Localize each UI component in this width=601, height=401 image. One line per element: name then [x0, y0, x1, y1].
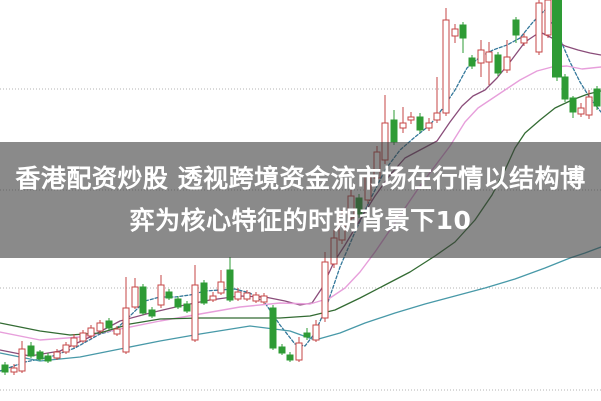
headline-line-1: 香港配资炒股 透视跨境资金流市场在行情以结构博 — [15, 164, 586, 193]
candle-up — [407, 112, 415, 124]
candle-up — [520, 33, 528, 46]
candle-up — [87, 325, 95, 339]
candle-down — [390, 110, 398, 145]
candle-up — [451, 24, 459, 43]
candle-up — [321, 252, 329, 322]
candle-up — [433, 77, 441, 123]
candle-down — [561, 74, 569, 102]
candle-down — [183, 301, 191, 313]
candle-down — [165, 289, 173, 300]
candle-up — [295, 337, 303, 362]
candle-up — [535, 0, 543, 55]
candle-up — [544, 0, 552, 38]
candle-down — [416, 113, 424, 133]
ma-slow-darkgreen — [0, 90, 601, 336]
candle-up — [243, 290, 251, 301]
candle-up — [18, 341, 26, 373]
candle-down — [569, 96, 577, 118]
candle-down — [459, 22, 467, 53]
candle-up — [234, 288, 242, 301]
candle-up — [113, 326, 121, 336]
candle-down — [468, 55, 476, 69]
candle-up — [157, 275, 165, 308]
candle-up — [260, 293, 268, 304]
candle-down — [36, 350, 44, 361]
candle-up — [477, 40, 485, 77]
candle-down — [44, 353, 52, 363]
candle-up — [503, 40, 511, 73]
candle-up — [62, 342, 70, 354]
candle-down — [593, 86, 601, 110]
headline-line-2: 弈为核心特征的时期背景下10 — [129, 206, 472, 235]
candle-up — [209, 292, 217, 302]
candle-up — [122, 277, 130, 354]
candle-down — [552, 0, 562, 81]
candle-up — [79, 330, 87, 343]
candle-down — [139, 284, 147, 315]
candle-down — [494, 52, 502, 76]
candle-up — [217, 270, 225, 295]
candle-up — [312, 320, 320, 342]
candle-up — [442, 8, 450, 116]
candle-up — [131, 278, 139, 309]
candle-down — [1, 362, 9, 375]
candle-up — [399, 107, 407, 133]
candle-down — [174, 296, 182, 309]
candle-up — [577, 103, 585, 117]
candle-down — [148, 307, 156, 318]
candle-down — [303, 328, 311, 340]
candle-up — [96, 320, 104, 334]
candle-down — [269, 305, 277, 350]
candle-down — [286, 352, 294, 362]
candle-down — [226, 257, 234, 302]
candle-down — [200, 280, 208, 305]
candle-up — [585, 90, 593, 119]
candle-down — [278, 344, 286, 355]
candle-down — [105, 318, 113, 330]
candle-up — [53, 349, 61, 360]
candle-down — [27, 342, 35, 358]
headline-banner: 香港配资炒股 透视跨境资金流市场在行情以结构博 弈为核心特征的时期背景下10 — [0, 142, 601, 258]
candle-up — [70, 334, 78, 348]
candle-up — [485, 42, 493, 85]
candle-up — [425, 118, 433, 131]
candle-up — [191, 265, 199, 342]
candle-up — [252, 292, 260, 303]
candle-up — [10, 364, 18, 375]
candle-down — [512, 17, 520, 43]
